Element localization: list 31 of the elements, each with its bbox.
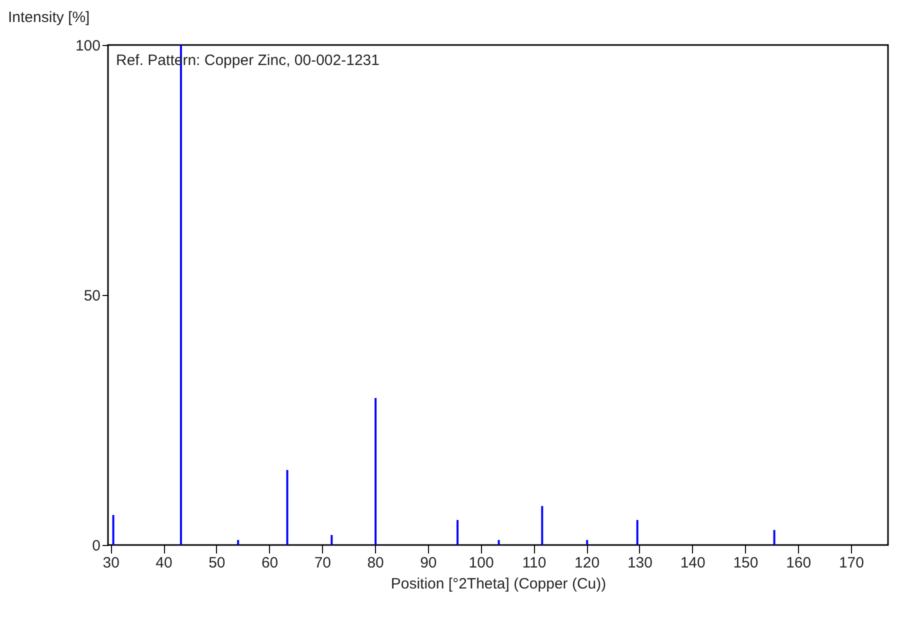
x-tick-label: 90 (420, 554, 437, 572)
bar (456, 520, 459, 545)
bar (237, 540, 240, 545)
y-tick-label: 0 (92, 538, 100, 554)
x-tick-label: 130 (627, 554, 652, 572)
x-tick-label: 160 (786, 554, 812, 572)
bar (374, 398, 377, 545)
bar (498, 540, 500, 545)
x-tick-label: 170 (838, 554, 864, 572)
x-axis-title: Position [°2Theta] (Copper (Cu)) (390, 576, 606, 592)
bar (330, 535, 333, 545)
x-tick-label: 30 (102, 554, 120, 572)
x-tick-label: 150 (733, 554, 758, 572)
bar (541, 506, 544, 545)
y-axis-title: Intensity [%] (8, 9, 90, 26)
x-tick-label: 50 (208, 554, 226, 572)
bar (112, 515, 114, 545)
x-tick-label: 80 (367, 554, 384, 572)
x-tick-label: 100 (468, 554, 494, 572)
x-tick-label: 110 (522, 554, 546, 572)
bar (636, 520, 638, 545)
bar (773, 530, 776, 545)
x-tick-label: 120 (574, 554, 600, 572)
bar (286, 470, 288, 545)
x-tick-label: 40 (156, 554, 172, 572)
x-tick-label: 60 (261, 554, 278, 572)
y-tick-label: 100 (75, 38, 100, 54)
bar (586, 540, 588, 545)
x-tick-label: 70 (314, 554, 332, 572)
x-tick-label: 140 (680, 554, 706, 572)
y-tick-label: 50 (84, 288, 100, 304)
